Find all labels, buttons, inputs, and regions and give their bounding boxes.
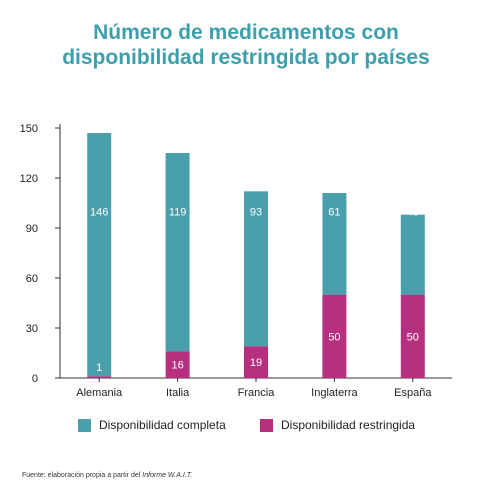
y-tick-label: 60 — [26, 273, 38, 285]
legend: Disponibilidad completa Disponibilidad r… — [0, 418, 492, 438]
source-prefix: Fuente: elaboración propia a partir del — [22, 472, 143, 479]
data-label-complete: 93 — [250, 206, 262, 218]
bar-complete-españa — [400, 214, 425, 295]
data-label-restricted: 16 — [171, 360, 183, 372]
legend-swatch-restricted — [260, 418, 273, 432]
data-label-restricted: 1 — [96, 362, 102, 374]
legend-label-complete: Disponibilidad completa — [99, 418, 226, 432]
x-category-label: España — [394, 387, 432, 399]
data-label-restricted: 50 — [328, 331, 340, 343]
bar-complete-inglaterra — [322, 193, 347, 295]
chart-title: Número de medicamentos con disponibilida… — [0, 20, 492, 70]
chart-title-line-2: disponibilidad restringida por países — [62, 46, 430, 69]
bar-complete-alemania — [87, 133, 112, 377]
source-italic: Informe W.A.I.T. — [142, 472, 193, 479]
y-tick-label: 150 — [20, 123, 38, 135]
y-tick-label: 0 — [32, 373, 38, 385]
bar-chart: 0 30 60 90 120 150 146 1 Alemania 119 16 Italia 93 19… — [20, 123, 452, 399]
legend-swatch-complete — [78, 418, 91, 432]
x-category-label: Inglaterra — [311, 387, 358, 399]
bar-restricted-alemania — [87, 376, 112, 378]
bar-complete-francia — [244, 191, 268, 347]
legend-item-complete: Disponibilidad completa — [78, 418, 226, 432]
x-category-label: Alemania — [76, 387, 123, 399]
bar-restricted-españa — [400, 294, 425, 378]
chart-title-line-1: Número de medicamentos con — [93, 21, 399, 44]
y-tick-label: 30 — [26, 323, 38, 335]
bar-complete-italia — [165, 153, 190, 352]
legend-item-restricted: Disponibilidad restringida — [260, 418, 415, 432]
y-tick-label: 90 — [26, 223, 38, 235]
x-category-label: Italia — [166, 387, 190, 399]
legend-label-restricted: Disponibilidad restringida — [281, 418, 416, 432]
data-label-complete: 48 — [407, 206, 419, 218]
x-category-label: Francia — [238, 387, 276, 399]
data-label-restricted: 19 — [250, 357, 262, 369]
bar-restricted-italia — [165, 351, 190, 378]
y-tick-label: 120 — [20, 173, 38, 185]
data-label-complete: 61 — [328, 206, 340, 218]
data-label-complete: 146 — [90, 206, 108, 218]
bar-restricted-francia — [244, 346, 268, 378]
source-note: Fuente: elaboración propia a partir del … — [22, 472, 192, 479]
bar-restricted-inglaterra — [322, 294, 347, 378]
data-label-restricted: 50 — [407, 331, 419, 343]
data-label-complete: 119 — [169, 206, 187, 218]
